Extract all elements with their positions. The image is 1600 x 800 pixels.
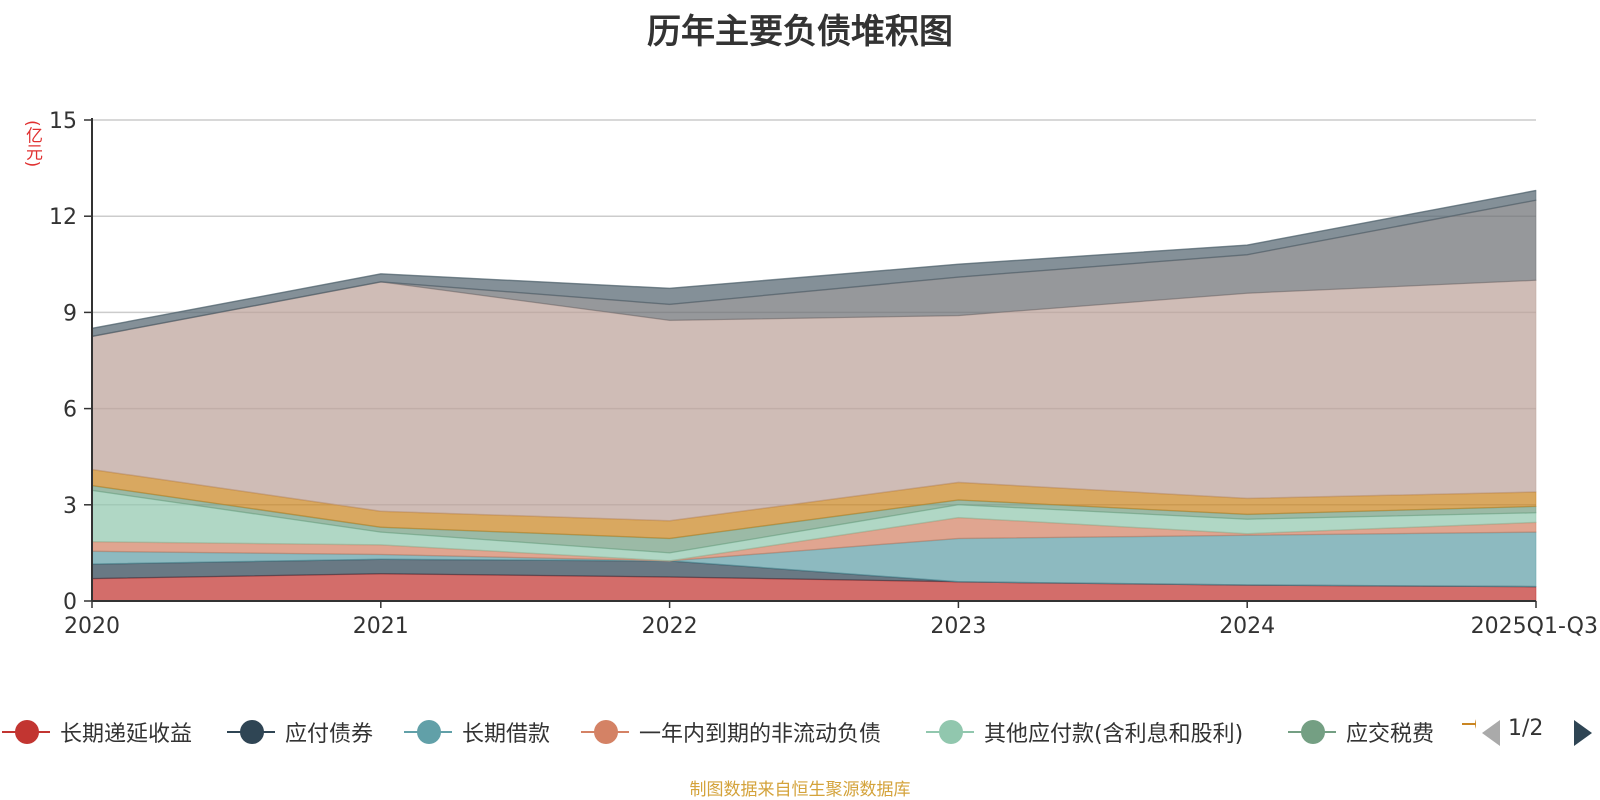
- x-tick-label: 2020: [64, 614, 120, 639]
- area-series: [91, 189, 1537, 602]
- legend-marker-icon: [2, 720, 50, 744]
- legend-item[interactable]: 应付债券: [227, 712, 373, 752]
- legend: 长期递延收益 应付债券 长期借款 一年内到期的非流动负债 其他应付款(含利息和股…: [0, 712, 1600, 752]
- data-source-note: 制图数据来自恒生聚源数据库: [689, 780, 911, 800]
- legend-label: 应交税费: [1346, 722, 1435, 747]
- legend-marker-icon: [404, 720, 452, 744]
- y-tick-label: 9: [63, 301, 77, 326]
- y-axis-unit-label: (亿元): [22, 120, 42, 168]
- legend-marker-icon: [1288, 720, 1336, 744]
- y-tick-label: 0: [63, 590, 77, 615]
- legend-page-indicator: 1/2: [1508, 716, 1544, 741]
- legend-marker-icon: [227, 720, 275, 744]
- x-tick-label: 2025Q1-Q3: [1471, 614, 1598, 639]
- stacked-area-chart: 0 3 6 9 12 15 2020 2021 2022 2023 2024 2025Q1-Q3: [49, 109, 1598, 639]
- legend-next-page-icon[interactable]: [1574, 720, 1592, 746]
- tick-labels: 0 3 6 9 12 15 2020 2021 2022 2023 2024 2025Q1-Q3: [49, 109, 1598, 639]
- legend-label: 长期递延收益: [60, 722, 193, 747]
- legend-marker-icon: [926, 720, 974, 744]
- series-line-应付票据: [91, 189, 1537, 330]
- x-tick-label: 2024: [1219, 614, 1275, 639]
- legend-marker-icon: [1462, 712, 1476, 736]
- legend-item[interactable]: 长期递延收益: [2, 712, 192, 752]
- legend-label: 一年内到期的非流动负债: [639, 722, 882, 747]
- x-tick-label: 2023: [930, 614, 986, 639]
- axes: [84, 118, 1537, 608]
- legend-item[interactable]: 应交税费: [1288, 712, 1434, 752]
- x-tick-label: 2022: [642, 614, 698, 639]
- legend-item[interactable]: 一年内到期的非流动负债: [581, 712, 881, 752]
- legend-item[interactable]: 长期借款: [404, 712, 550, 752]
- y-tick-label: 3: [63, 494, 77, 519]
- legend-prev-page-icon[interactable]: [1482, 720, 1500, 746]
- legend-item-partial[interactable]: [1462, 712, 1476, 752]
- legend-label: 应付债券: [285, 722, 374, 747]
- x-tick-label: 2021: [353, 614, 409, 639]
- y-tick-label: 6: [63, 398, 77, 423]
- chart-title: 历年主要负债堆积图: [647, 12, 953, 52]
- y-tick-label: 12: [49, 205, 77, 230]
- legend-marker-icon: [581, 720, 629, 744]
- legend-item[interactable]: 其他应付款(含利息和股利): [926, 712, 1243, 752]
- y-tick-label: 15: [49, 109, 77, 134]
- legend-label: 其他应付款(含利息和股利): [984, 722, 1244, 747]
- legend-label: 长期借款: [462, 722, 551, 747]
